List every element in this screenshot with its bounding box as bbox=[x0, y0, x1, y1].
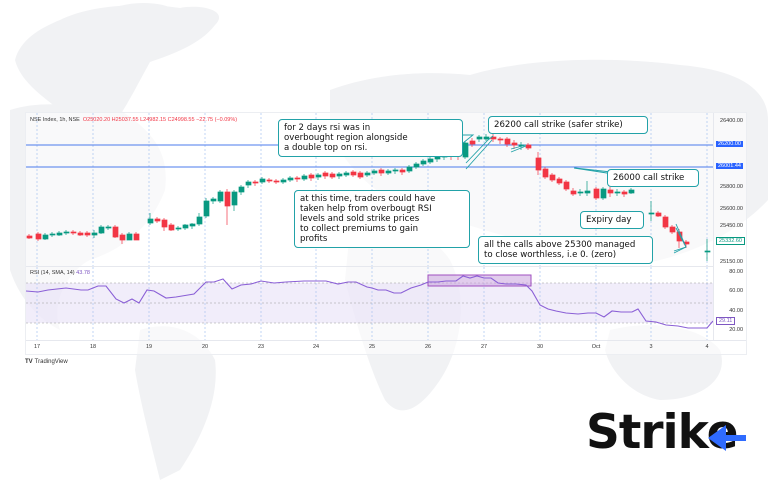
time-label: 23 bbox=[257, 344, 265, 350]
callout-expiry-day: Expiry day bbox=[580, 211, 644, 229]
time-label: 20 bbox=[201, 344, 209, 350]
rsi-line bbox=[25, 275, 714, 329]
rsi-axis-label: 40.00 bbox=[729, 308, 743, 314]
callout-worthless: all the calls above 25300 managed to clo… bbox=[478, 236, 653, 264]
rsi-label: RSI (14, SMA, 14) bbox=[30, 270, 75, 276]
change-value: −22.75 (−0.09%) bbox=[196, 117, 238, 123]
callout-26000-strike: 26000 call strike bbox=[607, 169, 699, 187]
tradingview-label: TradingView bbox=[34, 359, 68, 365]
price-label: 25450.00 bbox=[720, 223, 743, 229]
price-tag-26200: 26200.00 bbox=[716, 141, 743, 147]
time-label: Oct bbox=[591, 344, 601, 350]
overbought-highlight bbox=[427, 274, 532, 287]
strike-logo: Strike bbox=[586, 405, 746, 460]
price-label: 25800.00 bbox=[720, 184, 743, 190]
time-label: 26 bbox=[424, 344, 432, 350]
callout-traders: at this time, traders could have taken h… bbox=[294, 190, 470, 248]
price-label: 25150.00 bbox=[720, 259, 743, 265]
time-label: 30 bbox=[536, 344, 544, 350]
rsi-pane[interactable]: RSI (14, SMA, 14) 43.78 bbox=[25, 266, 714, 341]
symbol-title: NSE Index, 1h, NSE bbox=[30, 117, 80, 123]
rsi-legend: RSI (14, SMA, 14) 43.78 bbox=[30, 270, 90, 276]
strike-logo-arrow-icon bbox=[708, 425, 746, 451]
rsi-plot bbox=[25, 267, 714, 341]
high-value: H25037.55 bbox=[111, 117, 139, 123]
callout-26200-strike: 26200 call strike (safer strike) bbox=[488, 116, 648, 134]
price-label: 26400.00 bbox=[720, 118, 743, 124]
low-value: L24982.15 bbox=[140, 117, 167, 123]
time-label: 25 bbox=[368, 344, 376, 350]
time-label: 3 bbox=[649, 344, 653, 350]
tradingview-logo-icon: TV bbox=[25, 359, 33, 365]
price-label: 25600.00 bbox=[720, 206, 743, 212]
time-label: 24 bbox=[312, 344, 320, 350]
rsi-band bbox=[26, 283, 713, 323]
time-axis[interactable]: 17 18 19 20 23 24 25 26 27 30 Oct 3 4 bbox=[26, 340, 746, 355]
time-label: 4 bbox=[705, 344, 709, 350]
last-price-tag: 25332.60 bbox=[716, 237, 745, 245]
tradingview-attribution[interactable]: TV TradingView bbox=[25, 359, 68, 365]
rsi-axis-label: 60.00 bbox=[729, 288, 743, 294]
time-label: 18 bbox=[89, 344, 97, 350]
rsi-current-tag: 29.11 bbox=[716, 317, 736, 325]
time-label: 27 bbox=[480, 344, 488, 350]
rsi-axis-label: 80.00 bbox=[729, 269, 743, 275]
rsi-value: 43.78 bbox=[76, 270, 90, 276]
strike-logo-text: Stri bbox=[586, 405, 679, 460]
ohlc-legend: NSE Index, 1h, NSE O25020.20 H25037.55 L… bbox=[30, 117, 237, 123]
open-value: O25020.20 bbox=[82, 117, 111, 123]
time-label: 19 bbox=[145, 344, 153, 350]
price-tag-26001: 26001.44 bbox=[716, 163, 743, 169]
time-label: 17 bbox=[33, 344, 41, 350]
rsi-axis-label: 20.00 bbox=[729, 327, 743, 333]
price-axis[interactable]: 26400.00 26200.00 26001.44 25800.00 2560… bbox=[713, 113, 747, 340]
close-value: C24998.55 bbox=[167, 117, 195, 123]
callout-overbought: for 2 days rsi was in overbought region … bbox=[278, 119, 463, 157]
strike-logo-k: k bbox=[677, 405, 708, 460]
